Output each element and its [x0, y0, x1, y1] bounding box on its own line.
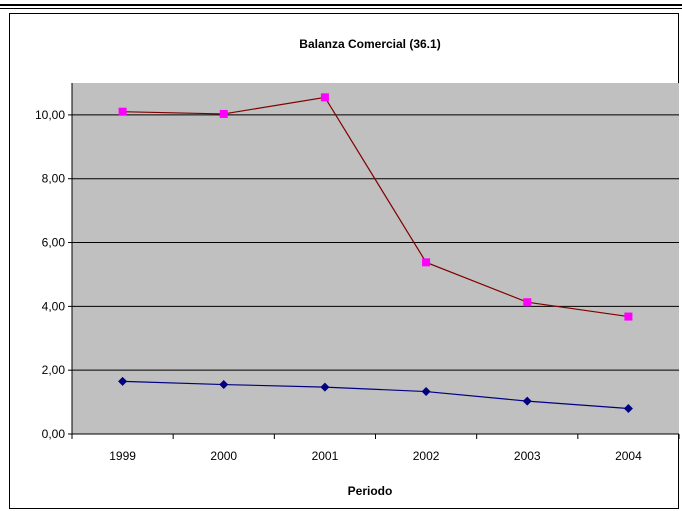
x-tick-label: 2003	[514, 449, 541, 463]
y-tick-label: 8,00	[42, 172, 66, 186]
series-line	[122, 380, 629, 410]
y-tick-label: 0,00	[42, 427, 66, 441]
data-point	[421, 387, 431, 397]
series-2	[118, 376, 633, 413]
y-tick-label: 10,00	[35, 108, 65, 122]
plot-area	[72, 83, 679, 434]
data-point	[219, 109, 228, 118]
data-point	[422, 258, 431, 267]
x-tick-label: 2004	[615, 449, 642, 463]
data-point	[118, 376, 128, 386]
x-tick-label: 2000	[210, 449, 237, 463]
axes	[71, 83, 680, 439]
y-tick-label: 4,00	[42, 299, 66, 313]
chart-title: Balanza Comercial (36.1)	[299, 37, 440, 51]
y-tick-label: 6,00	[42, 236, 66, 250]
data-point	[523, 298, 532, 307]
x-tick-labels: 1999 2000 2001 2002 2003 2004	[109, 449, 642, 463]
x-tick-label: 1999	[109, 449, 136, 463]
data-point	[624, 312, 633, 321]
top-rule-thick	[0, 4, 682, 6]
data-point	[623, 403, 633, 413]
series-1	[118, 93, 633, 321]
series-line	[122, 96, 629, 318]
y-tick-labels: 0,00 2,00 4,00 6,00 8,00 10,00	[35, 108, 65, 441]
data-point	[320, 382, 330, 392]
top-rule-thin	[0, 8, 682, 9]
y-tick-label: 2,00	[42, 363, 66, 377]
x-tick-label: 2001	[312, 449, 339, 463]
data-point	[522, 396, 532, 406]
data-point	[219, 380, 229, 390]
x-tick-label: 2002	[413, 449, 440, 463]
data-point	[118, 107, 127, 116]
x-axis-title: Periodo	[348, 484, 393, 498]
series-group	[118, 93, 633, 413]
data-point	[320, 93, 329, 102]
